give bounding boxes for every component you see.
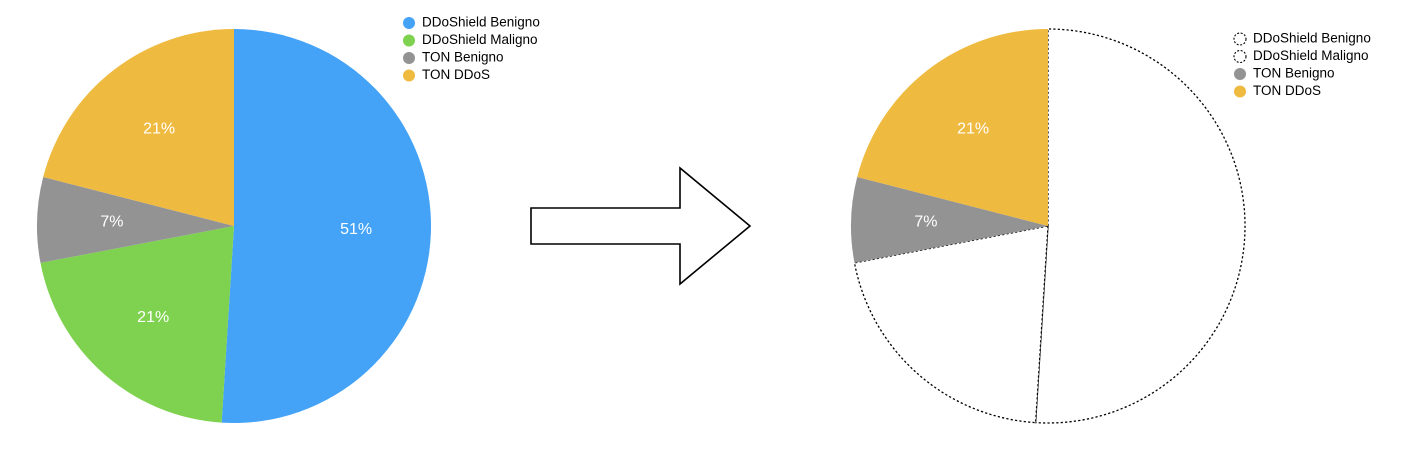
legend-swatch-icon <box>1233 49 1247 64</box>
legend-label: TON Benigno <box>1253 66 1335 81</box>
legend-label: TON DDoS <box>1253 83 1321 98</box>
pie-slice-labels: 7% 21% <box>914 121 989 231</box>
right-arrow-icon <box>530 166 752 286</box>
legend-item-ddoshield-maligno: DDoShield Maligno <box>1233 48 1369 64</box>
legend-label: DDoShield Maligno <box>1253 48 1369 63</box>
pie-slice-ton-benigno <box>37 177 234 263</box>
pie-slices <box>37 28 432 423</box>
legend-item-ton-ddos: TON DDoS <box>1234 83 1321 98</box>
legend-item-ddoshield-benigno: DDoShield Benigno <box>1233 31 1371 46</box>
legend-swatch-icon <box>1234 85 1246 98</box>
slice-label-ton-benigno: 7% <box>914 213 937 230</box>
legend-item-ton-ddos: TON DDoS <box>403 67 490 82</box>
legend-item-ton-benigno: TON Benigno <box>403 50 504 65</box>
legend-label: TON DDoS <box>422 67 490 82</box>
slice-label-ddoshield-benigno: 51% <box>340 221 372 238</box>
legend-label: TON Benigno <box>422 50 504 65</box>
legend-swatch-icon <box>403 17 415 29</box>
slice-label-ton-ddos: 21% <box>143 121 175 138</box>
legend-swatch-icon <box>403 34 415 47</box>
slice-label-ddoshield-maligno: 21% <box>137 309 169 326</box>
legend-swatch-icon <box>1234 68 1246 80</box>
transition-arrow <box>530 166 752 286</box>
slice-label-ton-ddos: 21% <box>957 121 989 138</box>
pie-slice-ton-ddos <box>857 29 1048 226</box>
legend-swatch-icon <box>1233 32 1247 46</box>
pie-chart-filtered: 7% 21% DDoShield Benigno DDoShield Maligno T… <box>851 28 1371 424</box>
legend-item-ton-benigno: TON Benigno <box>1234 66 1335 81</box>
pie-slice-ddoshield-benigno <box>1034 28 1246 424</box>
pie-slice-ton-ddos <box>43 29 234 226</box>
legend: DDoShield Benigno DDoShield Maligno TON Be… <box>1233 31 1371 98</box>
pie-chart-original: 51% 21% 7% 21% DDoShield Benigno DDoShield Ma… <box>37 15 540 423</box>
legend-item-ddoshield-benigno: DDoShield Benigno <box>403 15 540 30</box>
pie-slice-ddoshield-maligno <box>40 226 234 423</box>
legend-label: DDoShield Benigno <box>1253 31 1371 46</box>
legend-item-ddoshield-maligno: DDoShield Maligno <box>403 32 538 47</box>
legend-swatch-icon <box>403 69 415 82</box>
legend-label: DDoShield Benigno <box>422 15 540 30</box>
slice-label-ton-benigno: 7% <box>100 213 123 230</box>
legend-swatch-icon <box>403 52 415 64</box>
pie-slice-ton-benigno <box>851 177 1048 263</box>
legend: DDoShield Benigno DDoShield Maligno TON Be… <box>403 15 540 82</box>
pie-slice-ddoshield-maligno <box>853 225 1049 424</box>
pie-slice-ddoshield-benigno <box>221 28 432 423</box>
pie-slice-labels: 51% 21% 7% 21% <box>100 121 372 326</box>
legend-label: DDoShield Maligno <box>422 32 538 47</box>
pie-slices <box>851 28 1246 424</box>
